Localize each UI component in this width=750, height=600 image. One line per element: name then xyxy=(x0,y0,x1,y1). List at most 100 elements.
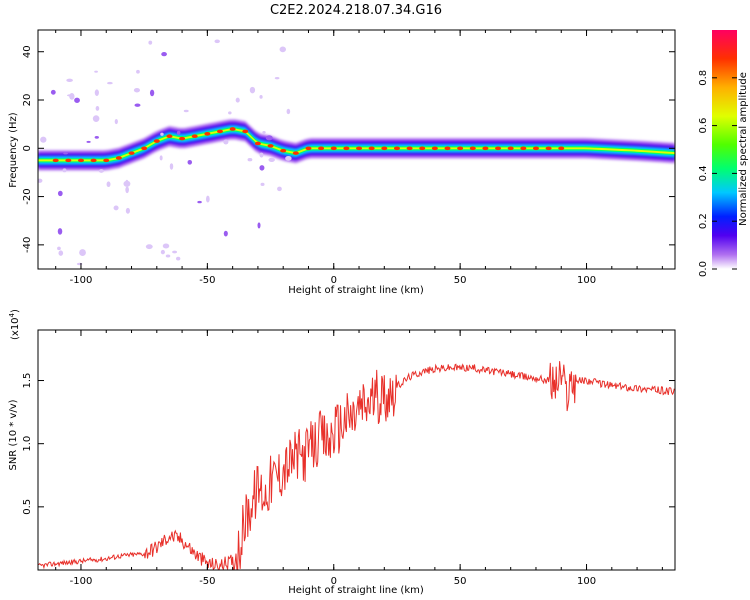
colorbar-tick-label: 0.8 xyxy=(698,70,709,86)
snr-panel: -100 -50 0 50 100 0.5 1.0 1.5 Height of straigh… xyxy=(8,309,676,596)
heatmap-peak xyxy=(128,151,135,155)
heatmap-noise xyxy=(159,155,163,161)
heatmap-noise xyxy=(259,94,263,99)
heatmap-noise xyxy=(113,205,119,211)
heatmap-peak xyxy=(532,146,539,151)
heatmap-noise xyxy=(160,249,165,255)
heatmap-ticks: -100 -50 0 50 100 -40 -20 0 20 40 xyxy=(22,30,675,286)
heatmap-xtick-label: -50 xyxy=(199,275,215,286)
heatmap-noise xyxy=(149,89,155,97)
snr-xlabel: Height of straight line (km) xyxy=(288,585,424,596)
heatmap-peak xyxy=(545,146,552,151)
colorbar-gradient xyxy=(712,30,737,269)
heatmap-noise xyxy=(40,136,47,143)
heatmap-peak xyxy=(457,146,464,151)
heatmap-ytick-label: -40 xyxy=(22,237,33,253)
colorbar-label: Normalized spectral amplitude xyxy=(738,72,749,226)
heatmap-peak xyxy=(90,158,97,163)
heatmap-noise xyxy=(74,97,80,103)
heatmap-peak xyxy=(431,146,438,151)
heatmap-frame xyxy=(37,29,676,270)
heatmap-ytick-label: -20 xyxy=(22,188,33,204)
heatmap-noise xyxy=(162,243,170,249)
heatmap-noise xyxy=(57,246,61,251)
heatmap-noise xyxy=(205,195,210,203)
heatmap-xtick-label: 50 xyxy=(454,275,467,286)
heatmap-noise xyxy=(94,136,99,139)
heatmap-peak xyxy=(520,146,527,151)
heatmap-noise xyxy=(79,249,86,256)
snr-xtick-label: 0 xyxy=(331,576,337,587)
heatmap-noise xyxy=(66,78,73,82)
heatmap-panel: -100 -50 0 50 100 -40 -20 0 20 40 Height of strai… xyxy=(8,29,676,296)
heatmap-noise xyxy=(286,108,291,115)
heatmap-peak xyxy=(419,146,426,151)
heatmap-peak xyxy=(305,146,312,151)
heatmap-noise xyxy=(114,118,118,125)
heatmap-peak xyxy=(507,146,514,151)
heatmap-peak xyxy=(469,146,476,151)
heatmap-noise xyxy=(94,70,98,73)
heatmap-noise xyxy=(58,250,64,256)
heatmap-noise xyxy=(94,89,99,96)
heatmap-noise xyxy=(63,152,68,155)
heatmap-noise xyxy=(183,109,189,113)
heatmap-noise xyxy=(123,180,131,187)
heatmap-peak xyxy=(179,136,186,141)
heatmap-peak xyxy=(482,146,489,151)
colorbar: 0.0 0.2 0.4 0.6 0.8 Normalized spectral ampl… xyxy=(698,30,749,277)
heatmap-peak xyxy=(381,146,388,151)
heatmap-noise xyxy=(148,40,153,45)
heatmap-peak xyxy=(204,132,211,136)
heatmap-peak xyxy=(103,158,110,163)
heatmap-peak xyxy=(65,158,72,163)
heatmap-peak xyxy=(356,146,363,151)
heatmap-peak xyxy=(191,134,198,139)
heatmap-ytick-label: 40 xyxy=(22,45,33,58)
heatmap-peak xyxy=(141,146,148,151)
heatmap-noise xyxy=(285,155,292,161)
multiplier-base: (x10 xyxy=(10,317,21,340)
heatmap-noise xyxy=(160,132,164,136)
heatmap-noise xyxy=(259,152,264,158)
heatmap-peak xyxy=(153,139,160,143)
heatmap-noise xyxy=(107,81,113,85)
heatmap-noise xyxy=(57,228,63,235)
heatmap-noise xyxy=(98,169,104,173)
heatmap-peak xyxy=(52,158,59,163)
snr-ticks: -100 -50 0 50 100 0.5 1.0 1.5 xyxy=(22,330,675,587)
heatmap-ytick-label: 20 xyxy=(22,94,33,107)
heatmap-image xyxy=(38,39,675,266)
heatmap-ylabel: Frequency (Hz) xyxy=(8,112,19,188)
heatmap-peak xyxy=(558,146,565,151)
heatmap-noise xyxy=(106,181,111,188)
snr-multiplier: (x104) xyxy=(8,309,21,340)
colorbar-tick-label: 0.0 xyxy=(698,261,709,277)
heatmap-peak xyxy=(217,129,223,134)
heatmap-peak xyxy=(343,146,350,151)
heatmap-noise xyxy=(260,182,265,186)
heatmap-peak xyxy=(292,151,299,155)
heatmap-noise xyxy=(235,97,240,103)
heatmap-noise xyxy=(268,157,275,163)
heatmap-noise xyxy=(57,190,63,197)
heatmap-noise xyxy=(187,159,193,165)
heatmap-peak xyxy=(406,146,413,151)
heatmap-noise xyxy=(265,135,273,141)
heatmap-peak xyxy=(242,129,249,134)
heatmap-peak xyxy=(318,146,325,151)
heatmap-peak xyxy=(77,158,84,163)
figure-title: C2E2.2024.218.07.34.G16 xyxy=(270,3,442,18)
colorbar-tick-label: 0.6 xyxy=(698,118,709,134)
heatmap-ytick-label: 0 xyxy=(22,145,33,151)
heatmap-peak xyxy=(280,148,287,153)
heatmap-peak xyxy=(229,127,236,131)
heatmap-noise xyxy=(223,230,228,237)
heatmap-noise xyxy=(161,51,167,57)
colorbar-ticks: 0.0 0.2 0.4 0.6 0.8 xyxy=(698,70,737,277)
multiplier-close: ) xyxy=(10,309,21,313)
heatmap-noise xyxy=(274,76,280,80)
heatmap-noise xyxy=(169,163,174,170)
heatmap-noise xyxy=(165,254,171,258)
heatmap-xtick-label: 100 xyxy=(577,275,596,286)
